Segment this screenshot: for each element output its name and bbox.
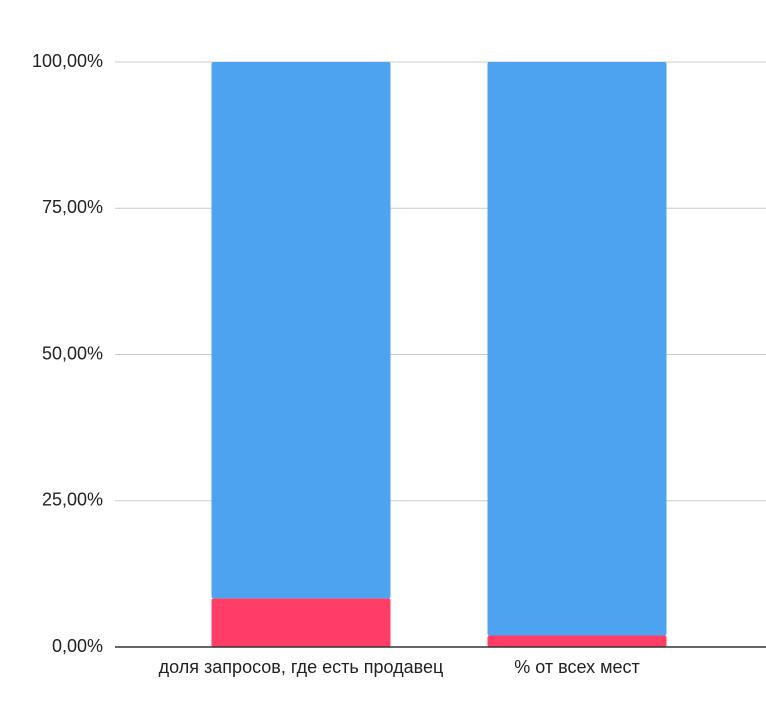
x-tick-label: доля запросов, где есть продавец: [159, 657, 444, 677]
x-tick-label: % от всех мест: [514, 657, 639, 677]
y-tick-label: 50,00%: [42, 343, 103, 363]
bar-segment: [211, 62, 391, 599]
y-tick-label: 100,00%: [32, 51, 103, 71]
bar-segment: [211, 598, 391, 647]
bar-segment: [487, 635, 667, 647]
y-tick-label: 0,00%: [52, 636, 103, 656]
y-tick-label: 75,00%: [42, 197, 103, 217]
bar-segment: [487, 62, 667, 636]
y-tick-label: 25,00%: [42, 490, 103, 510]
